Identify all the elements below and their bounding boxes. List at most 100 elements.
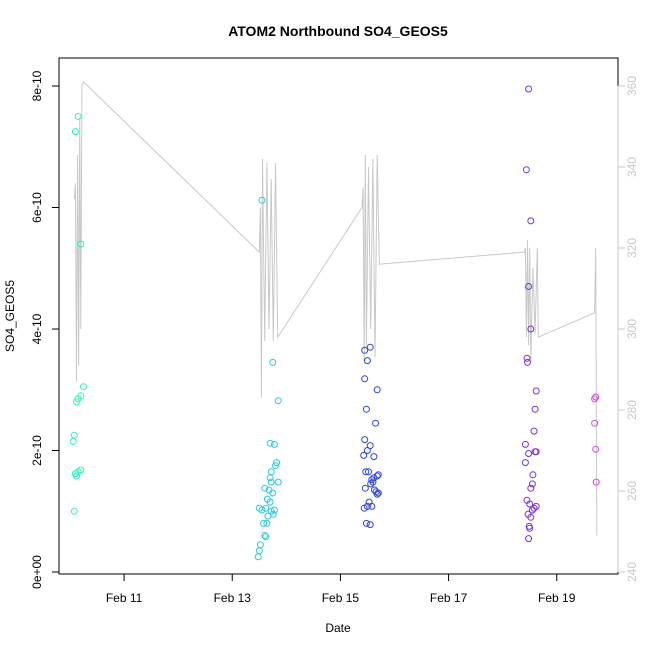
data-point [262, 504, 270, 512]
data-point [373, 490, 381, 498]
y-tick-label: 0e+00 [30, 555, 44, 589]
data-point [363, 447, 371, 454]
data-point [525, 85, 533, 93]
y2-tick-label: 340 [625, 157, 639, 177]
data-point [272, 462, 279, 470]
data-point [267, 478, 275, 486]
data-point [374, 489, 382, 497]
y-tick-label: 4e-10 [30, 313, 44, 344]
y2-tick-label: 360 [625, 76, 639, 96]
data-point [361, 484, 369, 492]
y-tick-label: 2e-10 [30, 435, 44, 466]
data-point [77, 240, 85, 248]
y2-tick-label: 280 [625, 400, 639, 420]
data-point [525, 283, 533, 290]
data-point [73, 472, 80, 480]
x-tick-label: Feb 17 [430, 591, 468, 605]
data-point [531, 405, 539, 413]
data-point [530, 504, 538, 512]
x-tick-label: Feb 15 [322, 591, 360, 605]
y2-tick-label: 260 [625, 481, 639, 501]
chart-title: ATOM2 Northbound SO4_GEOS5 [228, 23, 448, 39]
x-axis-label: Date [325, 621, 351, 635]
data-point [373, 386, 381, 394]
data-point [255, 547, 263, 555]
data-point [269, 358, 277, 366]
data-point [372, 419, 380, 427]
data-point [529, 471, 537, 479]
data-point [528, 480, 536, 488]
y-tick-label: 8e-10 [30, 70, 44, 101]
data-point [266, 474, 274, 482]
data-point [256, 541, 264, 549]
data-point [527, 513, 535, 521]
data-point [266, 498, 274, 506]
data-point [261, 532, 269, 539]
data-points-layer [69, 85, 600, 561]
data-point [528, 506, 536, 514]
data-point [521, 459, 529, 467]
data-point [71, 128, 79, 136]
data-point [70, 507, 78, 515]
data-point [258, 196, 266, 204]
data-point [532, 448, 540, 456]
data-point [258, 506, 266, 514]
data-point [363, 357, 371, 365]
data-point [70, 431, 78, 439]
data-point [591, 419, 599, 427]
data-point [73, 398, 80, 406]
data-point [266, 439, 274, 447]
data-point [373, 472, 381, 480]
data-point [254, 553, 262, 561]
data-point [527, 484, 535, 492]
data-point [263, 519, 271, 527]
data-point [367, 480, 375, 488]
data-point [591, 395, 599, 403]
data-point [362, 519, 370, 527]
data-point [592, 478, 600, 486]
data-point [273, 459, 281, 467]
data-point [362, 468, 370, 476]
data-point [274, 478, 282, 486]
data-point [370, 474, 378, 482]
data-point [532, 387, 540, 395]
data-point [362, 405, 370, 413]
data-point [527, 217, 535, 225]
secondary-line-series [73, 81, 598, 536]
data-point [74, 112, 82, 120]
data-point [366, 521, 374, 529]
y2-tick-label: 240 [625, 562, 639, 582]
data-point [260, 519, 268, 527]
data-point [526, 500, 534, 508]
data-point [530, 427, 538, 435]
data-point [524, 358, 531, 366]
data-point [370, 453, 378, 461]
data-point [264, 512, 272, 520]
x-tick-label: Feb 19 [538, 591, 576, 605]
data-point [262, 533, 270, 541]
data-point [592, 445, 600, 453]
data-point [80, 383, 87, 391]
data-point [366, 343, 374, 351]
y-tick-label: 6e-10 [30, 192, 44, 223]
data-point [270, 440, 278, 448]
data-point [532, 502, 540, 510]
data-point [526, 524, 534, 532]
data-point [360, 451, 368, 459]
axes-layer: Feb 11 Feb 13 Feb 15 Feb 17 Feb 19 0e+00 2e-10… [30, 70, 639, 605]
data-point [361, 436, 369, 444]
data-point [269, 489, 277, 497]
data-point [368, 502, 376, 510]
data-point [360, 504, 368, 512]
data-point [527, 325, 535, 333]
y2-tick-label: 320 [625, 238, 639, 258]
data-point [369, 478, 377, 486]
data-point [525, 535, 533, 543]
x-tick-label: Feb 13 [214, 591, 252, 605]
data-point [523, 354, 531, 362]
data-point [274, 397, 282, 405]
data-point [361, 346, 369, 354]
data-point [525, 450, 533, 457]
